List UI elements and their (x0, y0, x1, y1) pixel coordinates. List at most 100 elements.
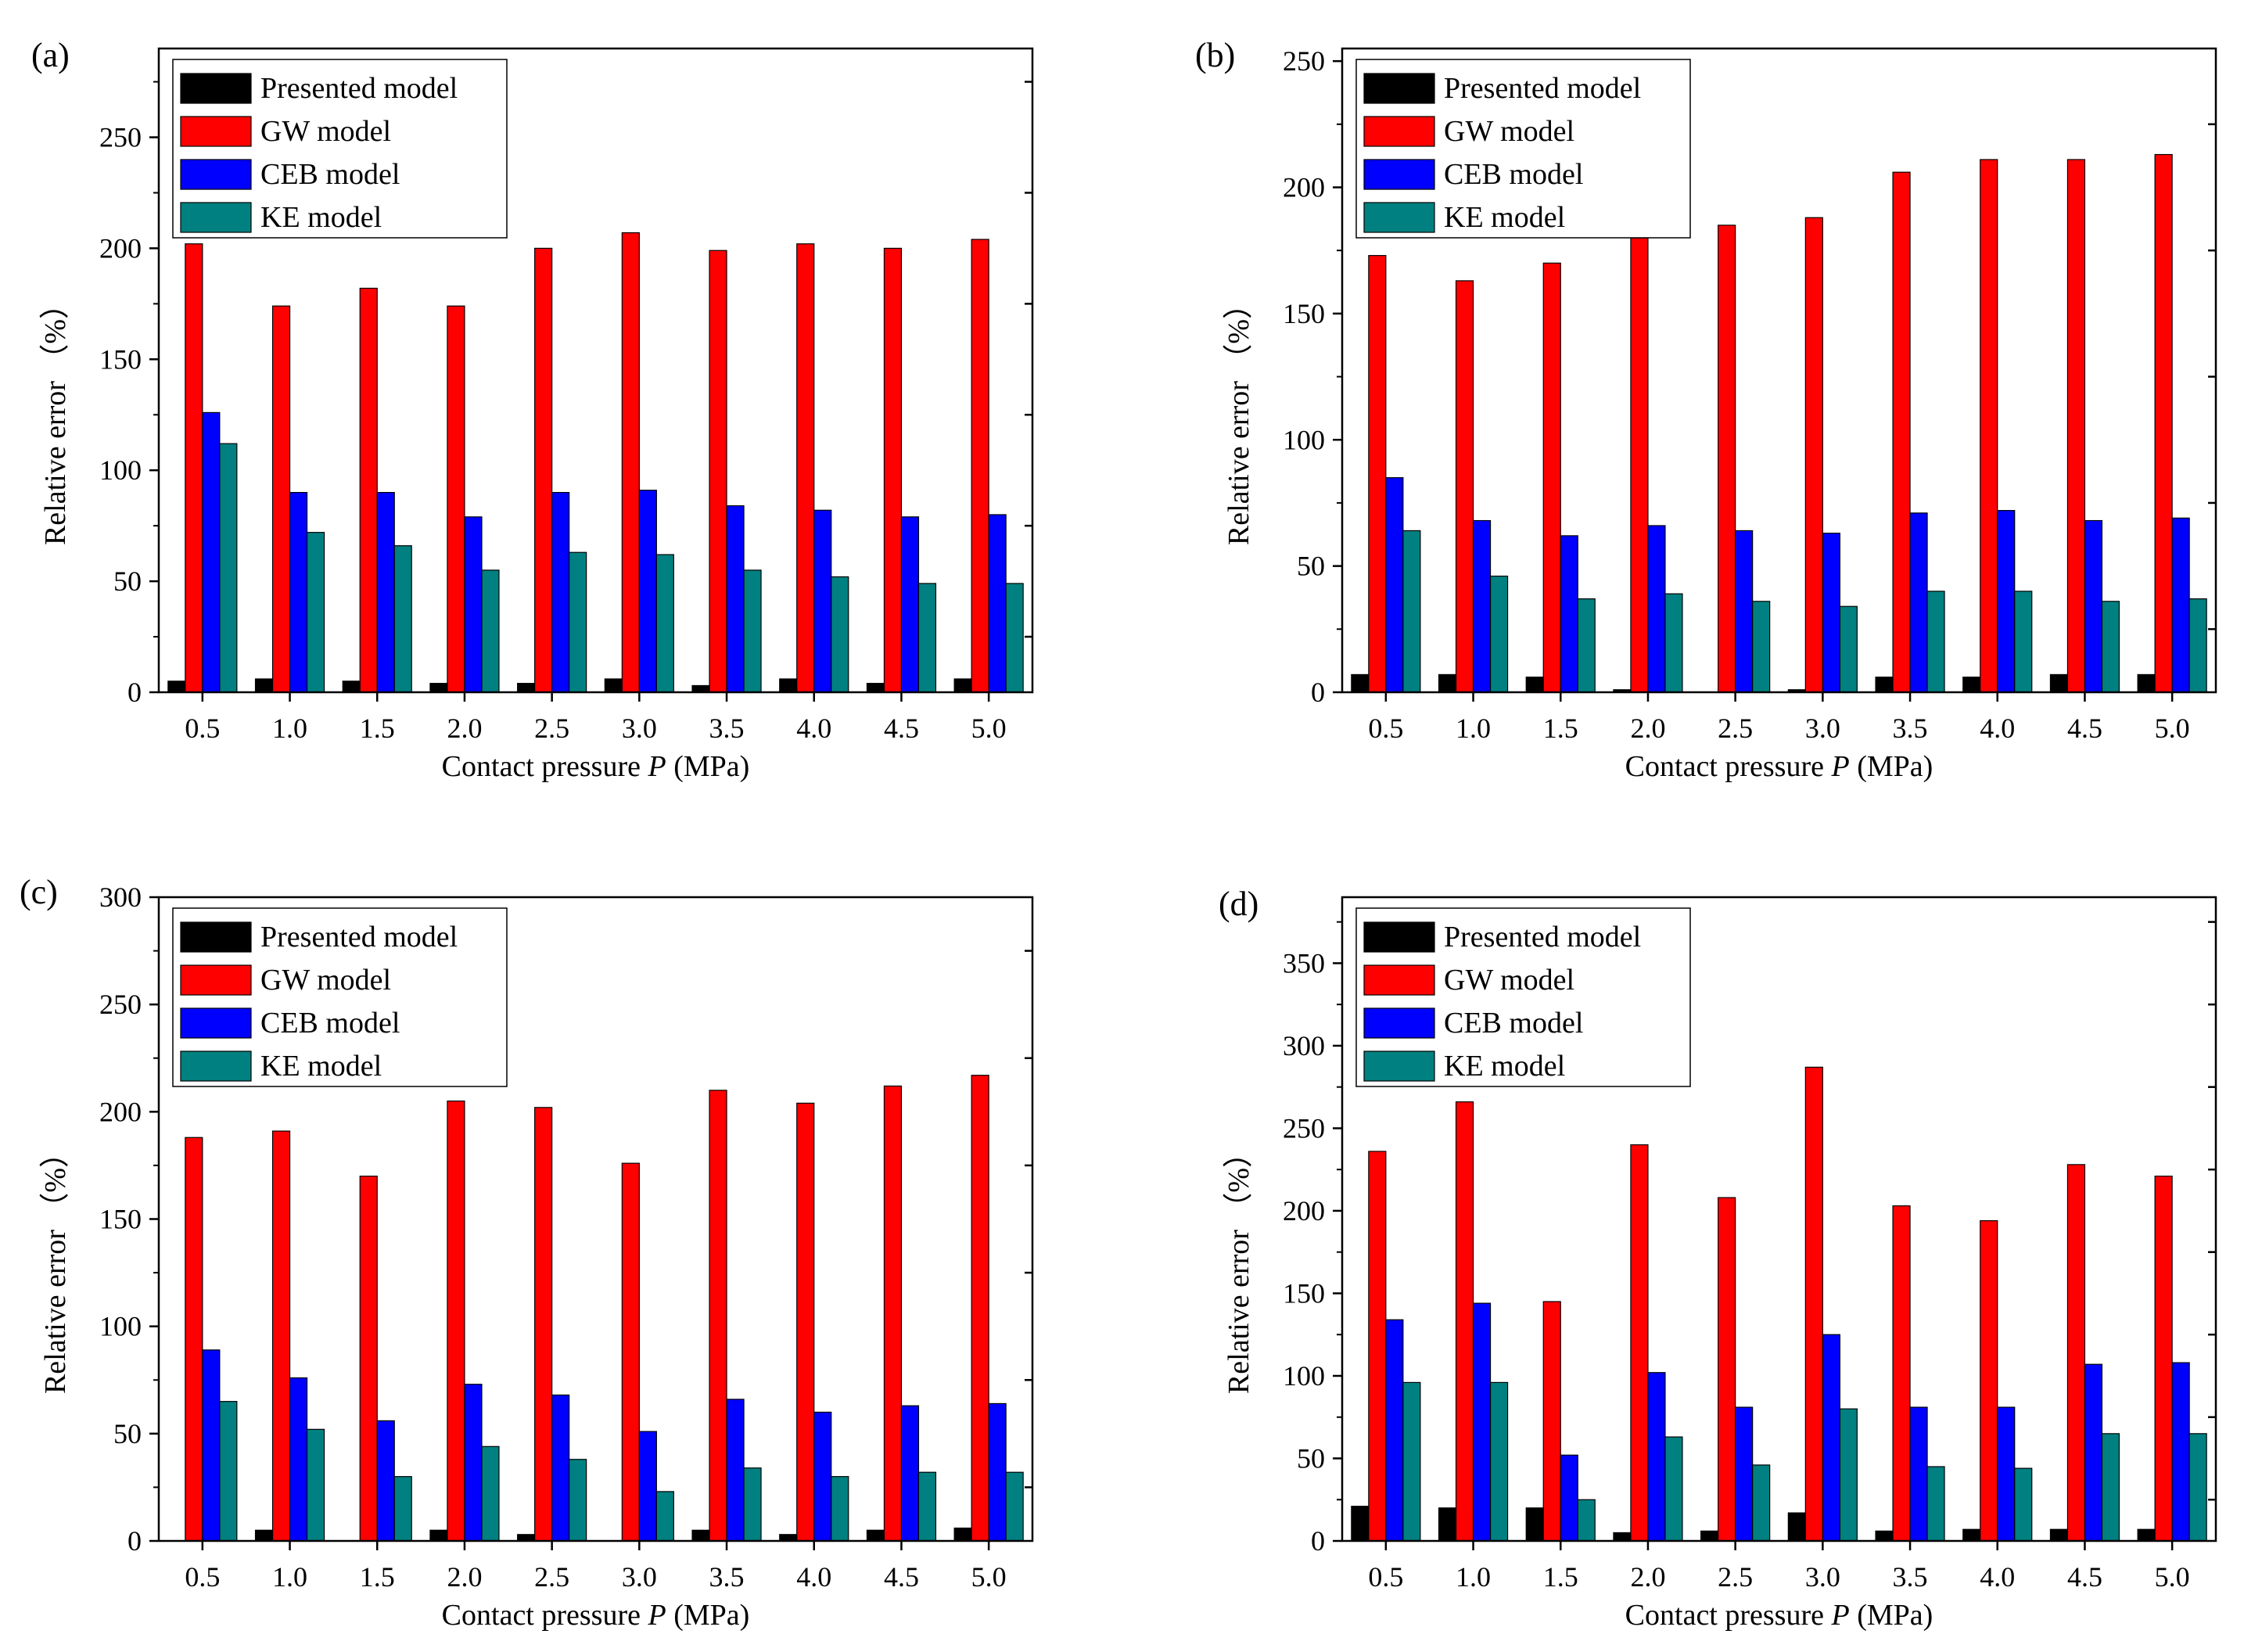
bar-ceb-model-4.5 (900, 516, 920, 693)
bar-gw-model-4.5 (883, 247, 903, 693)
bar-ceb-model-4.5 (2084, 1363, 2103, 1542)
legend-swatch-presented-model (180, 921, 252, 953)
bar-ceb-model-1.0 (1472, 519, 1492, 693)
legend-label: Presented model (1444, 72, 1641, 105)
legend-label: CEB model (1444, 158, 1583, 191)
x-tick-label: 0.5 (185, 713, 220, 744)
bar-ke-model-1.0 (1489, 575, 1509, 693)
bar-gw-model-4.0 (1980, 159, 1998, 693)
panel-label: (b) (1195, 36, 1235, 74)
x-tick-label: 1.0 (272, 1561, 307, 1593)
legend-swatch-gw-model (1363, 964, 1435, 996)
bar-ceb-model-0.5 (1385, 477, 1404, 693)
legend-label: GW model (1444, 115, 1574, 148)
y-tick-label: 0 (127, 677, 142, 708)
legend-swatch-ke-model (180, 1050, 252, 1082)
legend-label: KE model (1444, 1050, 1565, 1083)
legend-swatch-gw-model (1363, 116, 1435, 147)
y-tick-label: 50 (113, 566, 142, 597)
bar-ceb-model-4.0 (1997, 1406, 2016, 1542)
bar-ke-model-3.0 (655, 554, 674, 693)
bar-gw-model-5.0 (2154, 1176, 2173, 1542)
bar-gw-model-1.5 (359, 1176, 378, 1542)
x-tick-label: 2.5 (534, 1561, 569, 1593)
bar-ke-model-2.5 (1752, 1464, 1771, 1542)
bar-gw-model-1.5 (1542, 262, 1561, 693)
x-tick-label: 3.5 (1893, 1561, 1928, 1593)
legend-label: KE model (260, 1050, 382, 1083)
bar-ke-model-3.0 (1839, 605, 1858, 693)
y-tick-label: 0 (1311, 677, 1325, 708)
legend-swatch-ceb-model (180, 159, 252, 190)
bar-gw-model-5.0 (2154, 153, 2173, 693)
bar-presented-model-5.0 (2137, 1528, 2156, 1542)
bar-gw-model-3.0 (621, 232, 640, 693)
x-tick-label: 0.5 (1368, 1561, 1403, 1593)
bar-presented-model-0.5 (167, 681, 186, 693)
bar-ceb-model-2.5 (551, 1394, 570, 1542)
bar-ke-model-1.0 (306, 1428, 325, 1542)
bar-gw-model-2.5 (1718, 224, 1736, 693)
panel-label: (c) (20, 873, 58, 911)
x-tick-label: 4.5 (2067, 1561, 2102, 1593)
bar-ceb-model-3.0 (1822, 1334, 1840, 1542)
legend-label: Presented model (1444, 921, 1641, 953)
bar-ceb-model-0.5 (202, 411, 221, 693)
bar-ke-model-5.0 (2188, 598, 2207, 693)
chart-panel-a: 0 50 100 150 200 250 0.5 1.0 1.5 2.0 2.5 3.0 3.5 4.0 4… (31, 36, 1034, 783)
bar-ceb-model-2.5 (551, 491, 570, 693)
bar-gw-model-2.0 (447, 305, 465, 693)
bar-ceb-model-4.0 (813, 509, 832, 693)
bar-gw-model-2.5 (534, 1107, 553, 1542)
bar-presented-model-3.5 (691, 1529, 710, 1542)
bar-ceb-model-3.5 (726, 1399, 745, 1542)
bar-presented-model-3.5 (1875, 1530, 1894, 1542)
bar-ke-model-2.5 (569, 551, 587, 693)
x-tick-label: 3.5 (1893, 713, 1928, 744)
x-tick-label: 3.5 (709, 713, 745, 744)
bar-ke-model-2.0 (1664, 1436, 1683, 1542)
bar-ke-model-3.5 (1926, 591, 1945, 693)
bar-presented-model-5.0 (2137, 673, 2156, 693)
x-tick-label: 1.0 (272, 713, 307, 744)
legend-swatch-ke-model (180, 202, 252, 233)
bar-gw-model-0.5 (1368, 255, 1387, 693)
x-tick-label: 4.5 (884, 713, 919, 744)
legend-swatch-ceb-model (180, 1007, 252, 1039)
bar-ceb-model-2.5 (1735, 1406, 1754, 1542)
bar-gw-model-3.0 (621, 1162, 640, 1542)
legend-swatch-gw-model (180, 964, 252, 996)
bar-gw-model-2.5 (1718, 1197, 1736, 1542)
y-tick-label: 150 (1283, 1277, 1325, 1309)
bar-presented-model-1.0 (254, 678, 274, 693)
x-tick-label: 0.5 (1368, 713, 1403, 744)
bar-ke-model-4.5 (2101, 1433, 2120, 1542)
x-tick-label: 0.5 (185, 1561, 220, 1593)
bar-presented-model-2.0 (429, 683, 448, 693)
bar-ceb-model-2.0 (1647, 525, 1666, 693)
bar-presented-model-3.5 (691, 684, 710, 693)
bar-ke-model-1.0 (306, 532, 325, 693)
y-axis-label: Relative error （%） (39, 1138, 72, 1394)
bar-ke-model-1.5 (1577, 1499, 1596, 1542)
bar-ceb-model-4.0 (813, 1411, 832, 1542)
panel-label: (d) (1219, 885, 1258, 923)
bar-ke-model-0.5 (1402, 530, 1421, 693)
bar-presented-model-4.0 (1962, 1528, 1981, 1542)
legend-label: GW model (260, 964, 391, 997)
legend-label: CEB model (260, 158, 400, 191)
bar-ceb-model-1.0 (289, 491, 308, 693)
bar-gw-model-4.0 (1980, 1220, 1998, 1542)
y-tick-label: 0 (1311, 1525, 1325, 1557)
bar-gw-model-3.5 (709, 1090, 727, 1542)
legend-swatch-ceb-model (1363, 1007, 1435, 1039)
bar-presented-model-4.0 (1962, 677, 1981, 693)
y-tick-label: 300 (1283, 1030, 1325, 1061)
x-tick-label: 4.0 (796, 713, 831, 744)
x-tick-label: 4.0 (1980, 1561, 2015, 1593)
bar-ceb-model-1.0 (1472, 1302, 1492, 1542)
bar-gw-model-2.0 (447, 1101, 465, 1542)
x-tick-label: 3.0 (622, 713, 657, 744)
bar-ceb-model-0.5 (1385, 1319, 1404, 1542)
